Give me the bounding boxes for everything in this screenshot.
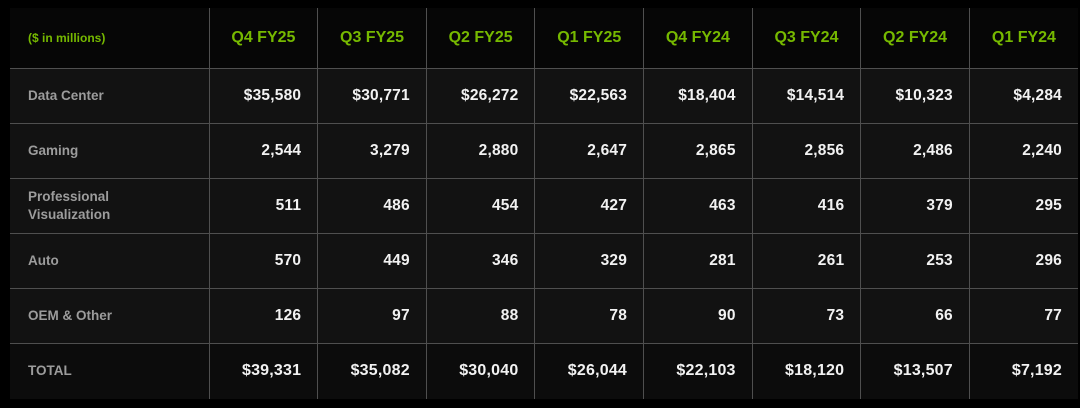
cell: $26,272 — [425, 67, 536, 124]
row-label: Professional Visualization — [10, 177, 210, 234]
row-label-text: Gaming — [28, 142, 79, 158]
total-cell: $22,103 — [643, 342, 753, 399]
cell: 66 — [860, 287, 970, 344]
cell: 2,856 — [751, 122, 862, 179]
total-cell: $35,082 — [317, 342, 427, 399]
row-label: Gaming — [10, 122, 210, 179]
cell: 329 — [534, 232, 645, 289]
total-cell: $7,192 — [968, 342, 1078, 399]
cell: $18,404 — [643, 67, 753, 124]
cell: 88 — [425, 287, 536, 344]
total-cell: $39,331 — [208, 342, 319, 399]
cell: 486 — [317, 177, 427, 234]
cell: 281 — [643, 232, 753, 289]
revenue-by-segment-table: ($ in millions) Q4 FY25 Q3 FY25 Q2 FY25 … — [10, 8, 1078, 399]
cell: 2,544 — [208, 122, 319, 179]
column-header-q4-fy24: Q4 FY24 — [643, 8, 753, 69]
cell: 346 — [425, 232, 536, 289]
header-row: ($ in millions) Q4 FY25 Q3 FY25 Q2 FY25 … — [10, 8, 1078, 69]
cell: $14,514 — [751, 67, 862, 124]
column-header-q3-fy24: Q3 FY24 — [751, 8, 862, 69]
column-header-q4-fy25: Q4 FY25 — [208, 8, 319, 69]
column-header-q1-fy25: Q1 FY25 — [534, 8, 645, 69]
row-label-text: OEM & Other — [28, 307, 113, 323]
cell: 126 — [208, 287, 319, 344]
units-label: ($ in millions) — [10, 8, 210, 69]
cell: 2,240 — [968, 122, 1078, 179]
column-header-q2-fy25: Q2 FY25 — [425, 8, 536, 69]
cell: 295 — [968, 177, 1078, 234]
table-row-oem-other: OEM & Other 126 97 88 78 90 73 66 77 — [10, 287, 1078, 344]
cell: 253 — [860, 232, 970, 289]
table-row-gaming: Gaming 2,544 3,279 2,880 2,647 2,865 2,8… — [10, 122, 1078, 179]
cell: 261 — [751, 232, 862, 289]
row-label: Data Center — [10, 67, 210, 124]
cell: 3,279 — [317, 122, 427, 179]
cell: 2,486 — [860, 122, 970, 179]
cell: $22,563 — [534, 67, 645, 124]
cell: 2,880 — [425, 122, 536, 179]
cell: 511 — [208, 177, 319, 234]
column-header-q3-fy25: Q3 FY25 — [317, 8, 427, 69]
cell: 97 — [317, 287, 427, 344]
row-label-text: Professional Visualization — [28, 188, 111, 222]
row-label: Auto — [10, 232, 210, 289]
cell: 449 — [317, 232, 427, 289]
column-header-q2-fy24: Q2 FY24 — [860, 8, 970, 69]
cell: 78 — [534, 287, 645, 344]
row-label: OEM & Other — [10, 287, 210, 344]
total-row-label: TOTAL — [10, 342, 210, 399]
cell: 77 — [968, 287, 1078, 344]
row-label-text: Data Center — [28, 87, 104, 103]
total-cell: $13,507 — [860, 342, 970, 399]
cell: 296 — [968, 232, 1078, 289]
cell: 2,647 — [534, 122, 645, 179]
cell: 73 — [751, 287, 862, 344]
table-row-professional-visualization: Professional Visualization 511 486 454 4… — [10, 177, 1078, 234]
row-label-text: TOTAL — [28, 363, 72, 379]
total-cell: $26,044 — [534, 342, 645, 399]
total-cell: $18,120 — [751, 342, 862, 399]
cell: 463 — [643, 177, 753, 234]
cell: 570 — [208, 232, 319, 289]
cell: $10,323 — [860, 67, 970, 124]
cell: 2,865 — [643, 122, 753, 179]
cell: $4,284 — [968, 67, 1078, 124]
total-cell: $30,040 — [425, 342, 536, 399]
cell: 427 — [534, 177, 645, 234]
cell: 379 — [860, 177, 970, 234]
cell: $35,580 — [208, 67, 319, 124]
column-header-q1-fy24: Q1 FY24 — [968, 8, 1078, 69]
cell: 454 — [425, 177, 536, 234]
cell: 90 — [643, 287, 753, 344]
table-row-total: TOTAL $39,331 $35,082 $30,040 $26,044 $2… — [10, 342, 1078, 399]
table-row-data-center: Data Center $35,580 $30,771 $26,272 $22,… — [10, 67, 1078, 124]
cell: $30,771 — [317, 67, 427, 124]
row-label-text: Auto — [28, 252, 59, 268]
cell: 416 — [751, 177, 862, 234]
table-row-auto: Auto 570 449 346 329 281 261 253 296 — [10, 232, 1078, 289]
